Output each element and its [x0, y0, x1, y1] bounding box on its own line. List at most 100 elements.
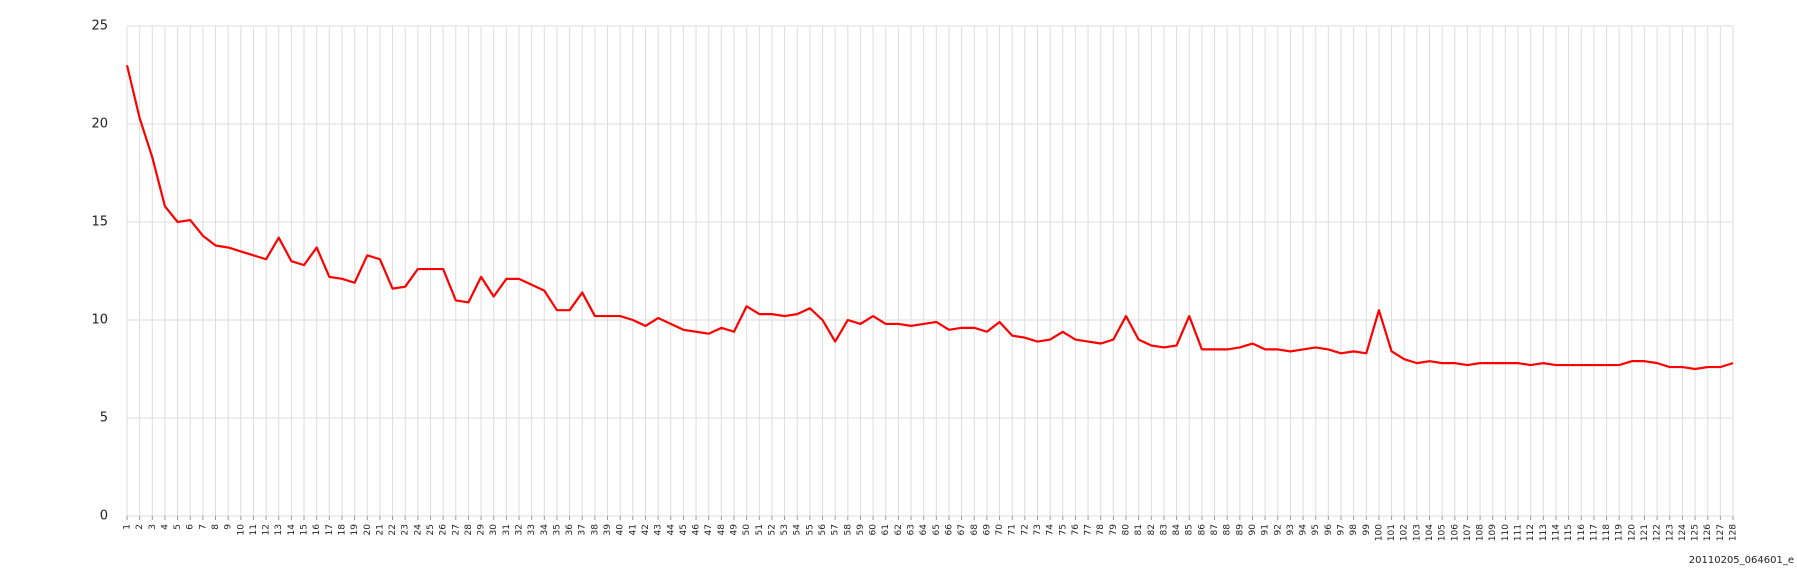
x-tick-label: 76 [1071, 524, 1081, 536]
x-tick-label: 29 [477, 524, 487, 536]
x-tick-label: 96 [1324, 524, 1334, 536]
x-tick-label: 49 [729, 524, 739, 536]
x-tick-label: 30 [489, 524, 499, 536]
x-tick-label: 86 [1197, 524, 1207, 536]
x-tick-label: 114 [1551, 524, 1561, 541]
y-tick-label: 15 [91, 215, 108, 230]
x-tick-label: 110 [1501, 524, 1511, 541]
x-tick-label: 10 [236, 524, 246, 536]
x-tick-label: 55 [805, 524, 815, 535]
x-tick-label: 94 [1299, 524, 1309, 536]
x-tick-label: 61 [881, 524, 891, 535]
x-tick-label: 108 [1476, 524, 1486, 541]
y-tick-label: 0 [100, 509, 108, 524]
x-tick-label: 115 [1564, 524, 1574, 541]
x-tick-label: 19 [350, 524, 360, 536]
x-tick-label: 87 [1210, 524, 1220, 535]
x-tick-label: 12 [262, 524, 272, 535]
x-tick-label: 71 [1008, 524, 1018, 535]
x-tick-label: 75 [1058, 524, 1068, 535]
x-tick-label: 26 [439, 524, 449, 536]
x-tick-label: 3 [148, 524, 158, 530]
x-tick-label: 91 [1261, 524, 1271, 535]
x-tick-label: 84 [1172, 524, 1182, 536]
x-tick-label: 74 [1046, 524, 1056, 536]
x-tick-label: 77 [1084, 524, 1094, 535]
x-tick-label: 18 [337, 524, 347, 536]
x-tick-label: 54 [793, 524, 803, 536]
x-tick-label: 50 [742, 524, 752, 536]
x-tick-label: 33 [527, 524, 537, 535]
chart-annotation: 20110205_064601_e [1689, 555, 1794, 566]
x-tick-label: 95 [1311, 524, 1321, 535]
x-tick-label: 117 [1589, 524, 1599, 541]
x-tick-label: 1 [123, 524, 133, 530]
x-tick-label: 24 [413, 524, 423, 536]
x-tick-label: 17 [325, 524, 335, 535]
x-tick-label: 22 [388, 524, 398, 535]
x-tick-label: 63 [907, 524, 917, 535]
x-tick-label: 103 [1412, 524, 1422, 541]
x-tick-label: 106 [1450, 524, 1460, 541]
x-tick-label: 48 [717, 524, 727, 536]
x-tick-label: 34 [540, 524, 550, 536]
x-tick-label: 70 [995, 524, 1005, 536]
x-tick-label: 112 [1526, 524, 1536, 541]
x-tick-label: 40 [616, 524, 626, 536]
x-tick-label: 100 [1374, 524, 1384, 541]
x-tick-label: 38 [590, 524, 600, 536]
x-tick-label: 97 [1336, 524, 1346, 535]
x-tick-label: 98 [1349, 524, 1359, 536]
x-tick-label: 11 [249, 524, 259, 535]
x-tick-label: 46 [692, 524, 702, 536]
x-tick-label: 2 [135, 524, 145, 530]
x-tick-label: 85 [1185, 524, 1195, 535]
x-tick-label: 60 [869, 524, 879, 536]
x-tick-label: 42 [641, 524, 651, 535]
x-tick-label: 13 [274, 524, 284, 535]
x-tick-label: 5 [173, 524, 183, 530]
x-tick-label: 47 [704, 524, 714, 535]
x-tick-label: 15 [300, 524, 310, 535]
x-tick-label: 4 [160, 524, 170, 530]
x-tick-label: 14 [287, 524, 297, 536]
x-tick-label: 88 [1223, 524, 1233, 536]
x-tick-label: 64 [919, 524, 929, 536]
x-tick-label: 128 [1729, 524, 1739, 541]
x-tick-label: 113 [1539, 524, 1549, 541]
x-tick-label: 66 [944, 524, 954, 536]
x-tick-label: 124 [1678, 524, 1688, 541]
x-tick-label: 36 [565, 524, 575, 536]
x-tick-label: 28 [464, 524, 474, 536]
x-tick-label: 73 [1033, 524, 1043, 535]
x-tick-label: 105 [1438, 524, 1448, 541]
x-tick-label: 44 [666, 524, 676, 536]
x-tick-label: 80 [1122, 524, 1132, 536]
x-tick-label: 82 [1147, 524, 1157, 535]
y-tick-label: 20 [91, 117, 108, 132]
x-tick-label: 116 [1577, 524, 1587, 541]
x-tick-label: 31 [502, 524, 512, 535]
x-tick-label: 62 [894, 524, 904, 535]
x-tick-label: 90 [1248, 524, 1258, 536]
x-tick-label: 51 [755, 524, 765, 535]
x-tick-label: 8 [211, 524, 221, 530]
x-tick-label: 120 [1627, 524, 1637, 541]
x-tick-label: 125 [1691, 524, 1701, 541]
x-tick-label: 126 [1703, 524, 1713, 541]
x-tick-label: 25 [426, 524, 436, 535]
x-tick-label: 32 [515, 524, 525, 535]
x-tick-label: 121 [1640, 524, 1650, 541]
x-tick-label: 79 [1109, 524, 1119, 536]
x-tick-label: 68 [970, 524, 980, 536]
x-tick-label: 58 [843, 524, 853, 536]
x-tick-label: 67 [957, 524, 967, 535]
x-tick-label: 99 [1362, 524, 1372, 536]
x-tick-label: 104 [1425, 524, 1435, 541]
x-tick-label: 93 [1286, 524, 1296, 535]
x-tick-label: 89 [1235, 524, 1245, 536]
x-tick-label: 78 [1096, 524, 1106, 536]
x-tick-label: 69 [982, 524, 992, 536]
x-tick-label: 57 [831, 524, 841, 535]
